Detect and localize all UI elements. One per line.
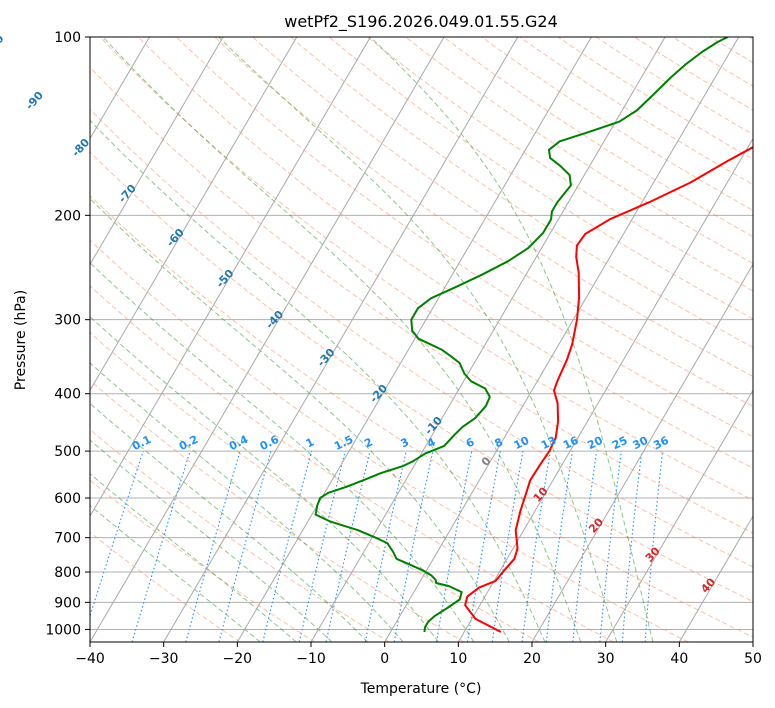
x-tick-label: 50: [744, 651, 762, 667]
isotherm-line: [90, 37, 371, 518]
moist-adiabat-line: [90, 362, 404, 642]
y-tick-label: 500: [54, 444, 81, 460]
dry-adiabat-line: [90, 479, 315, 642]
x-tick-label: −10: [296, 651, 326, 667]
mixing-ratio-label: 25: [610, 434, 629, 452]
dewpoint-profile-line: [314, 37, 729, 633]
mixing-ratio-label: 36: [651, 434, 671, 453]
x-axis-label: Temperature (°C): [360, 681, 482, 697]
moist-adiabat-line: [90, 439, 333, 642]
x-tick-label: 0: [380, 651, 389, 667]
mixing-ratio-line: [621, 451, 643, 642]
moist-adiabat-line: [369, 37, 654, 642]
dry-adiabat-line: [99, 37, 753, 501]
moist-adiabat-line: [90, 198, 510, 642]
mixing-ratio-line: [262, 450, 313, 642]
x-tick-label: −20: [223, 651, 253, 667]
x-tick-label: 30: [597, 651, 615, 667]
isotherm-line: [384, 37, 740, 642]
temperature-profile-line: [464, 146, 753, 633]
y-tick-label: 600: [54, 491, 81, 507]
dry-adiabat-line: [90, 66, 753, 534]
moist-adiabat-line: [90, 473, 297, 642]
dry-adiabat-line: [252, 37, 753, 378]
x-tick-label: 10: [449, 651, 467, 667]
isotherm-line: [678, 515, 753, 642]
mixing-ratio-line: [185, 450, 241, 642]
x-tick-label: −30: [149, 651, 179, 667]
x-tick-label: −40: [75, 651, 105, 667]
mixing-ratio-line: [644, 451, 664, 642]
isotherm-line: [310, 37, 666, 642]
dry-adiabat-line: [366, 37, 753, 292]
dry-adiabat-line: [90, 379, 465, 642]
moist-adiabat-line: [218, 37, 618, 642]
dry-adiabat-line: [214, 37, 753, 407]
chart-title: wetPf2_S196.2026.049.01.55.G24: [284, 12, 558, 32]
y-axis-label: Pressure (hPa): [13, 290, 29, 390]
mixing-ratio-label: 13: [539, 434, 558, 452]
mixing-ratio-label: 16: [561, 434, 581, 453]
isotherm-line: [90, 37, 224, 266]
isotherm-line: [163, 37, 519, 642]
isotherm-line: [236, 37, 592, 642]
isotherm-line: [90, 37, 445, 642]
mixing-ratio-label: 10: [512, 434, 532, 453]
y-tick-label: 200: [54, 208, 81, 224]
y-tick-label: 400: [54, 387, 81, 403]
dry-adiabat-line: [90, 531, 241, 642]
mixing-ratio-line: [131, 450, 191, 642]
dry-adiabat-line: [90, 108, 753, 568]
mixing-ratio-line: [298, 450, 346, 642]
mixing-ratio-line: [572, 451, 598, 642]
dry-adiabat-line: [90, 151, 753, 603]
y-tick-label: 100: [54, 30, 81, 46]
isotherm-line: [605, 389, 753, 642]
y-tick-label: 800: [54, 565, 81, 581]
dry-adiabat-line: [90, 195, 753, 638]
y-tick-label: 900: [54, 595, 81, 611]
y-tick-label: 700: [54, 531, 81, 547]
dry-adiabat-line: [176, 37, 753, 438]
dry-adiabat-line: [90, 285, 614, 642]
mixing-ratio-label: 20: [585, 434, 605, 453]
mixing-ratio-line: [491, 450, 524, 642]
plot-frame: [89, 36, 754, 643]
y-tick-label: 300: [54, 313, 81, 329]
y-tick-label: 1000: [45, 622, 81, 638]
mixing-ratio-line: [521, 451, 551, 642]
mixing-ratio-line: [364, 450, 407, 642]
x-tick-label: 40: [670, 651, 688, 667]
moist-adiabat-line: [102, 37, 582, 642]
dry-adiabat-line: [90, 239, 689, 642]
x-tick-label: 20: [523, 651, 541, 667]
mixing-ratio-label: 30: [631, 434, 651, 453]
dry-adiabat-line: [90, 428, 390, 642]
mixing-ratio-line: [325, 450, 371, 642]
mixing-ratio-line: [218, 450, 272, 642]
mixing-ratio-line: [599, 451, 622, 642]
isotherm-line: [90, 37, 298, 392]
mixing-ratio-line: [545, 451, 573, 642]
moist-adiabat-line: [90, 119, 546, 642]
moist-adiabat-line: [90, 504, 261, 642]
isotherm-line: [531, 263, 753, 642]
moist-adiabat-line: [90, 402, 369, 642]
